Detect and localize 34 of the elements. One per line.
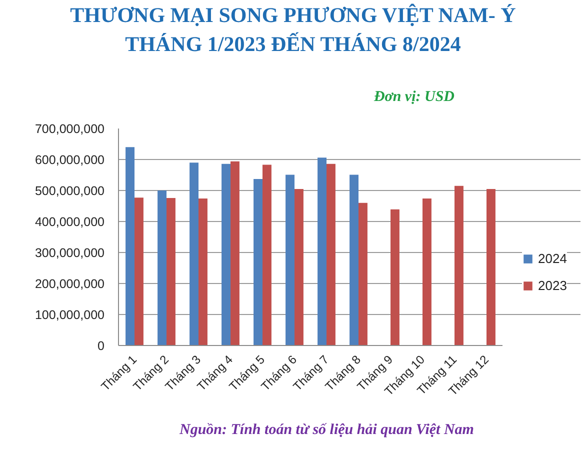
bar bbox=[358, 202, 368, 346]
bar bbox=[166, 198, 176, 346]
bar bbox=[294, 188, 304, 346]
bar bbox=[286, 174, 294, 346]
y-tick-label: 600,000,000 bbox=[34, 153, 105, 167]
y-tick-label: 0 bbox=[98, 339, 105, 353]
legend-label: 2023 bbox=[538, 278, 567, 293]
bar bbox=[262, 164, 272, 346]
bar bbox=[198, 198, 208, 346]
y-tick-label: 400,000,000 bbox=[34, 215, 105, 229]
y-tick-label: 700,000,000 bbox=[34, 122, 105, 136]
bar bbox=[126, 147, 134, 346]
bar bbox=[486, 188, 496, 346]
bar bbox=[190, 162, 198, 346]
bar bbox=[422, 198, 432, 346]
bar bbox=[230, 161, 240, 346]
text: Nguồn: Tính toán từ số liệu hải quan Việt Nam bbox=[178, 422, 474, 438]
bar bbox=[134, 198, 144, 346]
bar bbox=[318, 158, 326, 346]
bar bbox=[222, 164, 230, 346]
legend-label: 2024 bbox=[538, 251, 567, 266]
bar bbox=[158, 190, 166, 346]
bar bbox=[350, 174, 358, 346]
bar bbox=[454, 186, 464, 346]
y-tick-label: 300,000,000 bbox=[34, 246, 105, 260]
text: Đơn vị: USD bbox=[372, 89, 455, 105]
bar bbox=[326, 164, 336, 346]
bar bbox=[390, 209, 400, 346]
bar bbox=[254, 179, 262, 346]
y-tick-label: 200,000,000 bbox=[34, 277, 105, 291]
chart-subtitle: THÁNG 1/2023 ĐẾN THÁNG 8/2024 bbox=[125, 31, 461, 58]
y-tick-label: 100,000,000 bbox=[34, 308, 105, 322]
y-tick-label: 500,000,000 bbox=[34, 184, 105, 198]
chart-title: THƯƠNG MẠI SONG PHƯƠNG VIỆT NAM- Ý bbox=[70, 2, 516, 29]
